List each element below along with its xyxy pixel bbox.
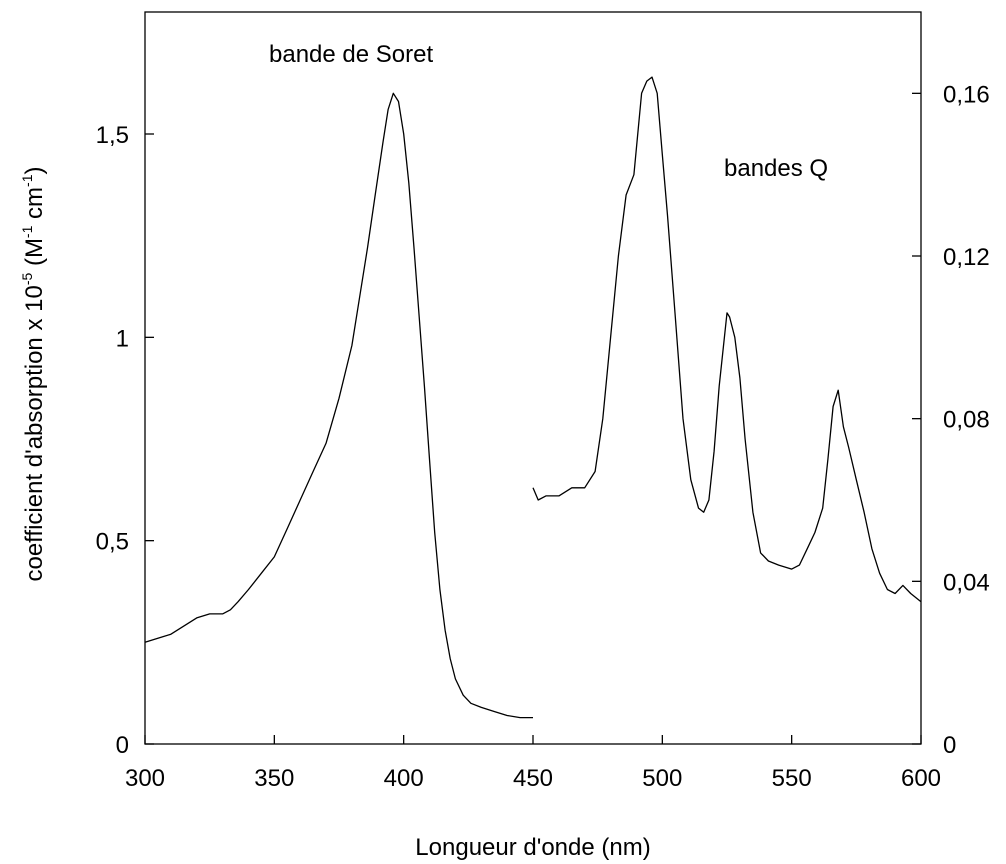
x-ticks: 300 350 400 450 500 550 600 bbox=[125, 735, 941, 792]
y-axis-title-unit2-exp: -1 bbox=[19, 174, 35, 187]
annotation-soret: bande de Soret bbox=[269, 41, 433, 68]
y-right-tick-label: 0,04 bbox=[943, 569, 990, 596]
y-axis-title-main: coefficient d'absorption x 10 bbox=[21, 285, 48, 581]
x-tick-label: 500 bbox=[642, 765, 682, 792]
y-axis-title: coefficient d'absorption x 10-5 (M-1 cm-… bbox=[19, 166, 48, 581]
x-tick-label: 450 bbox=[513, 765, 553, 792]
series-line-soret bbox=[144, 92, 533, 719]
x-axis-title: Longueur d'onde (nm) bbox=[415, 834, 650, 861]
y-axis-title-exp: -5 bbox=[19, 273, 35, 286]
annotation-q-bands: bandes Q bbox=[724, 155, 828, 182]
x-tick-label: 400 bbox=[384, 765, 424, 792]
y-axis-title-unit1: (M bbox=[21, 238, 48, 273]
x-tick-label: 550 bbox=[772, 765, 812, 792]
y-right-ticks: 0 0,04 0,08 0,12 0,16 bbox=[912, 81, 990, 759]
series-line-q-bands bbox=[532, 76, 922, 603]
y-axis-title-close: ) bbox=[21, 166, 48, 174]
y-left-tick-label: 0,5 bbox=[96, 529, 129, 556]
y-right-tick-label: 0 bbox=[943, 732, 956, 759]
y-right-tick-label: 0,16 bbox=[943, 81, 990, 108]
x-tick-label: 300 bbox=[125, 765, 165, 792]
series-group bbox=[144, 76, 922, 719]
y-left-ticks: 0 0,5 1 1,5 bbox=[96, 122, 154, 759]
y-left-tick-label: 1,5 bbox=[96, 122, 129, 149]
y-axis-title-unit2: cm bbox=[21, 187, 48, 226]
y-right-tick-label: 0,12 bbox=[943, 244, 990, 271]
plot-frame bbox=[144, 11, 922, 745]
y-right-tick-label: 0,08 bbox=[943, 407, 990, 434]
x-tick-label: 600 bbox=[901, 765, 941, 792]
x-tick-label: 350 bbox=[254, 765, 294, 792]
y-left-tick-label: 1 bbox=[116, 325, 129, 352]
y-axis-title-unit1-exp: -1 bbox=[19, 225, 35, 238]
y-left-tick-label: 0 bbox=[116, 732, 129, 759]
